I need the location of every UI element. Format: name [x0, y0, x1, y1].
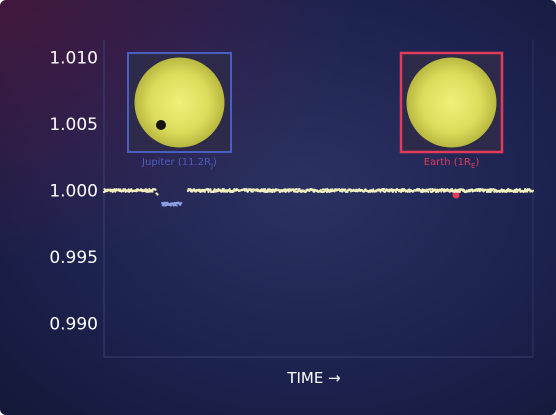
light-curve-point	[296, 190, 300, 193]
light-curve-point	[203, 190, 206, 193]
light-curve-points	[102, 187, 534, 207]
light-curve-point	[251, 190, 254, 193]
light-curve-point	[298, 188, 301, 191]
light-curve-point	[209, 188, 212, 191]
light-curve-point	[207, 190, 210, 193]
light-curve-point	[333, 190, 336, 193]
light-curve-point	[245, 188, 248, 191]
light-curve-point	[154, 188, 157, 191]
light-curve-point	[156, 193, 159, 196]
light-curve-point	[175, 204, 178, 207]
y-tick-label: 0.995	[49, 248, 98, 268]
light-curve-point	[127, 188, 130, 191]
light-curve-point	[295, 188, 298, 191]
y-tick-label: 1.000	[49, 182, 98, 202]
jupiter-inset: Jupiter (11.2RJ)	[127, 52, 232, 170]
light-curve-point	[394, 190, 397, 193]
light-curve-point	[489, 190, 492, 194]
earth-inset-label: Earth (1RE)	[424, 157, 480, 170]
light-curve-point	[372, 188, 375, 191]
light-curve-point	[180, 201, 183, 205]
light-curve-point	[344, 188, 347, 191]
light-curve-point	[478, 190, 481, 193]
light-curve-point	[249, 188, 252, 191]
light-curve-point	[531, 189, 534, 192]
light-curve-point	[213, 188, 216, 191]
light-curve-point	[427, 190, 430, 194]
light-curve-point	[526, 190, 529, 193]
light-curve-point	[399, 190, 403, 194]
light-curve-point	[429, 188, 432, 191]
light-curve-point	[506, 190, 509, 193]
light-curve-point	[162, 204, 165, 207]
light-curve-point	[271, 190, 274, 194]
y-tick-labels: 1.010 1.005 1.000 0.995 0.990	[49, 48, 98, 334]
light-curve-point	[312, 190, 316, 193]
earth-inset-sun	[406, 57, 497, 148]
light-curve-point	[151, 190, 154, 193]
light-curve-point	[232, 190, 235, 193]
jupiter-inset-sun	[134, 57, 225, 148]
earth-planet-disk	[452, 191, 460, 199]
light-curve-point	[516, 190, 519, 193]
y-tick-label: 0.990	[49, 315, 98, 335]
x-axis-label: TIME →	[286, 369, 340, 387]
jupiter-inset-label: Jupiter (11.2RJ)	[141, 157, 217, 170]
light-curve-point	[518, 188, 522, 191]
y-tick-label: 1.005	[49, 115, 98, 135]
y-tick-label: 1.010	[49, 48, 98, 68]
light-curve-point	[169, 204, 173, 207]
jupiter-planet-disk	[156, 120, 166, 130]
earth-inset: Earth (1RE)	[399, 51, 504, 199]
light-curve-point	[264, 188, 267, 191]
light-curve-point	[440, 190, 443, 193]
light-curve-point	[382, 187, 386, 191]
light-curve-point	[458, 190, 461, 194]
light-curve-point	[228, 187, 231, 191]
